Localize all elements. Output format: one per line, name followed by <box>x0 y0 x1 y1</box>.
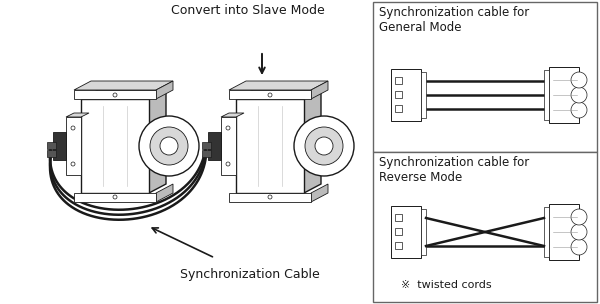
Bar <box>395 77 402 84</box>
Bar <box>421 209 426 255</box>
Circle shape <box>113 93 117 97</box>
Bar <box>202 142 211 149</box>
Bar <box>395 91 402 98</box>
Circle shape <box>150 127 188 165</box>
Text: Convert into Slave Mode: Convert into Slave Mode <box>171 4 325 17</box>
Text: Synchronization cable for
Reverse Mode: Synchronization cable for Reverse Mode <box>379 156 529 184</box>
Bar <box>395 214 402 221</box>
Polygon shape <box>311 184 328 202</box>
Circle shape <box>268 195 272 199</box>
Polygon shape <box>81 99 149 193</box>
Polygon shape <box>229 81 328 90</box>
Polygon shape <box>74 81 173 90</box>
Bar <box>391 69 421 121</box>
Circle shape <box>71 162 75 166</box>
Polygon shape <box>221 113 244 117</box>
Bar <box>373 2 597 152</box>
Polygon shape <box>53 132 66 160</box>
Circle shape <box>294 116 354 176</box>
Bar <box>47 150 56 157</box>
Text: Synchronization cable for
General Mode: Synchronization cable for General Mode <box>379 6 529 34</box>
Polygon shape <box>304 90 321 193</box>
Polygon shape <box>66 117 81 175</box>
Polygon shape <box>74 193 156 202</box>
Polygon shape <box>236 99 304 193</box>
Bar <box>373 152 597 302</box>
Circle shape <box>571 239 587 255</box>
Circle shape <box>571 224 587 240</box>
Circle shape <box>226 162 230 166</box>
Polygon shape <box>149 90 166 193</box>
Bar <box>544 207 549 257</box>
Circle shape <box>160 137 178 155</box>
Bar <box>47 142 56 149</box>
Bar <box>544 70 549 120</box>
Circle shape <box>571 87 587 103</box>
Bar <box>395 242 402 249</box>
Circle shape <box>113 195 117 199</box>
Bar <box>421 72 426 118</box>
Polygon shape <box>81 90 166 99</box>
Text: ※  twisted cords: ※ twisted cords <box>401 280 491 290</box>
Circle shape <box>226 126 230 130</box>
Polygon shape <box>311 81 328 99</box>
Circle shape <box>305 127 343 165</box>
Bar <box>549 204 579 260</box>
Polygon shape <box>221 117 236 175</box>
Bar <box>202 150 211 157</box>
Polygon shape <box>208 132 221 160</box>
Polygon shape <box>74 90 156 99</box>
Circle shape <box>268 93 272 97</box>
Circle shape <box>571 102 587 118</box>
Polygon shape <box>156 184 173 202</box>
Circle shape <box>571 209 587 225</box>
Circle shape <box>139 116 199 176</box>
Circle shape <box>571 72 587 88</box>
Circle shape <box>71 126 75 130</box>
Polygon shape <box>156 81 173 99</box>
Bar <box>549 67 579 123</box>
Polygon shape <box>229 90 311 99</box>
Polygon shape <box>229 193 311 202</box>
Text: Synchronization Cable: Synchronization Cable <box>180 268 320 281</box>
Bar <box>395 228 402 235</box>
Circle shape <box>315 137 333 155</box>
Bar <box>395 105 402 112</box>
Polygon shape <box>236 90 321 99</box>
Polygon shape <box>66 113 89 117</box>
Bar <box>391 206 421 258</box>
